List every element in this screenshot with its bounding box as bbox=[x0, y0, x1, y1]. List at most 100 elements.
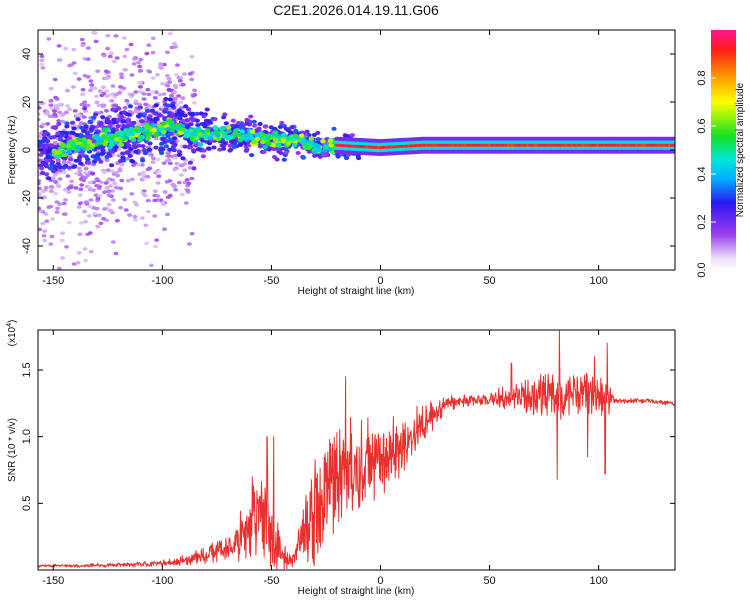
spectrogram-point bbox=[129, 73, 135, 77]
spectrogram-point bbox=[162, 189, 168, 194]
spectrogram-point bbox=[83, 258, 89, 263]
spectrogram-point bbox=[153, 244, 159, 249]
colorbar-gradient bbox=[711, 30, 736, 270]
spectrogram-point bbox=[86, 214, 92, 218]
spectrogram-point bbox=[322, 153, 328, 158]
spectrogram-point bbox=[122, 54, 128, 59]
spectrogram-point bbox=[94, 177, 100, 181]
spectrogram-point bbox=[137, 105, 143, 110]
spectrogram-point bbox=[179, 123, 186, 129]
spectrogram-point bbox=[131, 62, 137, 66]
spectrogram-point bbox=[86, 160, 92, 165]
spectrogram-point bbox=[266, 147, 272, 152]
spectrogram-point bbox=[107, 54, 113, 59]
spectrogram-point bbox=[88, 198, 94, 202]
spectrogram-point bbox=[151, 128, 157, 133]
spectrogram-point bbox=[265, 134, 272, 139]
spectrogram-point bbox=[166, 119, 173, 124]
spectrogram-point bbox=[139, 216, 145, 220]
spectrogram-point bbox=[72, 16, 77, 20]
spectrogram-point bbox=[278, 151, 284, 156]
spectrogram-point bbox=[88, 88, 93, 93]
spectrogram-point bbox=[101, 134, 107, 139]
spectrogram-point bbox=[63, 46, 69, 51]
spectrogram-point bbox=[52, 140, 58, 145]
spectrogram-point bbox=[312, 149, 318, 155]
spectrogram-point bbox=[249, 153, 255, 158]
spectrogram-point bbox=[312, 153, 318, 158]
y-tick-label: 20 bbox=[21, 96, 33, 108]
spectrogram-point bbox=[109, 99, 115, 103]
x-tick-label: 50 bbox=[483, 275, 495, 287]
spectrogram-point bbox=[82, 209, 88, 214]
spectrogram-point bbox=[118, 131, 125, 136]
spectrogram-point bbox=[320, 139, 326, 144]
spectrogram-point bbox=[55, 206, 61, 211]
spectrogram-point bbox=[129, 92, 135, 97]
spectrogram-point bbox=[291, 136, 297, 141]
spectrogram-point bbox=[82, 100, 88, 104]
spectrogram-point bbox=[119, 75, 125, 80]
spectrogram-point bbox=[169, 93, 174, 98]
spectrogram-point bbox=[122, 106, 128, 110]
spectrogram-point bbox=[170, 103, 176, 108]
spectrogram-point bbox=[88, 120, 94, 125]
spectrogram-point bbox=[38, 106, 42, 110]
spectrogram-point bbox=[57, 58, 63, 62]
spectrogram-point bbox=[83, 200, 89, 204]
spectrogram-point bbox=[77, 137, 83, 143]
spectrogram-point bbox=[161, 92, 167, 96]
spectrogram-point bbox=[150, 50, 156, 55]
spectrogram-point bbox=[204, 107, 210, 112]
spectrogram-point bbox=[223, 121, 229, 126]
spectrogram-point bbox=[308, 136, 315, 141]
spectrogram-point bbox=[108, 184, 114, 188]
spectrogram-point bbox=[41, 234, 47, 238]
spectrogram-point bbox=[179, 163, 185, 168]
snr-x-ticks: -150 -100 -50 0 50 100 bbox=[42, 330, 608, 587]
spectrogram-point bbox=[265, 141, 272, 146]
spectrogram-point bbox=[197, 142, 204, 147]
spectrogram-point bbox=[179, 127, 186, 132]
spectrogram-point bbox=[260, 139, 266, 145]
spectrogram-point bbox=[272, 130, 279, 135]
spectrogram-point bbox=[171, 148, 177, 153]
snr-series-line bbox=[38, 330, 675, 570]
spectrogram-point bbox=[38, 209, 44, 214]
spectrogram-point bbox=[178, 113, 185, 117]
spectrogram-point bbox=[156, 169, 162, 174]
spectrogram-point bbox=[40, 66, 46, 70]
spectrogram-point bbox=[176, 152, 182, 157]
spectrogram-point bbox=[133, 149, 139, 154]
spectrogram-point bbox=[62, 187, 68, 192]
spectrogram-point bbox=[44, 219, 50, 223]
spectrogram-point bbox=[54, 210, 60, 214]
spectrogram-point bbox=[49, 185, 54, 189]
spectrogram-point bbox=[173, 85, 179, 90]
spectrogram-point bbox=[83, 220, 89, 224]
spectrogram-point bbox=[115, 106, 121, 111]
spectrogram-point bbox=[121, 125, 127, 129]
spectrogram-point bbox=[50, 169, 57, 173]
spectrogram-point bbox=[82, 247, 88, 251]
spectrogram-point bbox=[231, 132, 237, 138]
spectrogram-point bbox=[102, 141, 108, 147]
spectrogram-point bbox=[127, 104, 133, 109]
spectrogram-point bbox=[85, 134, 91, 138]
spectrogram-point bbox=[90, 171, 96, 176]
spectrogram-point bbox=[41, 195, 47, 200]
spectrogram-point bbox=[153, 145, 159, 150]
spectrogram-point bbox=[104, 94, 110, 98]
spectrogram-point bbox=[136, 122, 142, 127]
snr-y-scale: (x104) bbox=[6, 320, 18, 347]
spectrogram-panel: -150 -100 -50 0 50 100 -40 -20 0 20 40 Height of … bbox=[7, 16, 676, 347]
x-tick-label: -100 bbox=[151, 275, 173, 287]
spectrogram-point bbox=[70, 131, 76, 135]
spectrogram-point bbox=[150, 122, 156, 128]
spectrogram-point bbox=[64, 245, 70, 249]
spectrogram-point bbox=[132, 214, 138, 219]
spectrogram-point bbox=[61, 170, 67, 175]
spectrogram-point bbox=[63, 131, 69, 136]
spectrogram-point bbox=[103, 69, 109, 74]
spectrogram-point bbox=[78, 343, 83, 347]
